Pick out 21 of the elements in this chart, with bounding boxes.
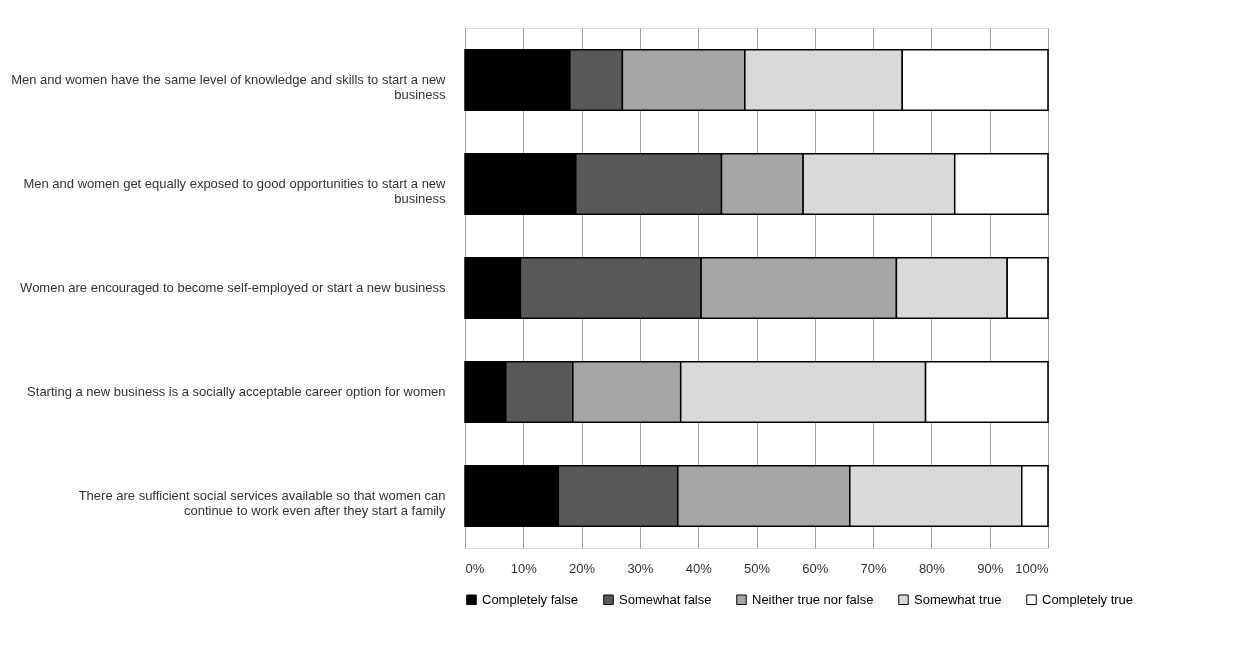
x-tick-label: 40% (685, 560, 713, 576)
x-tick-label: 60% (802, 560, 829, 576)
legend-label: Completely false (482, 591, 579, 607)
x-tick-label: 90% (977, 560, 1004, 576)
y-tick-label: Men and women get equally exposed to good opportunities to start a new business (23, 176, 447, 206)
x-tick-label: 100% (1015, 560, 1049, 576)
x-tick-label: 20% (569, 560, 596, 576)
x-tick-label: 10% (510, 560, 538, 576)
y-tick-label: Starting a new business is a socially acceptable career option for women (27, 384, 446, 399)
legend-label: Somewhat false (619, 591, 712, 607)
x-tick-label: 50% (743, 560, 771, 576)
y-tick-label: Women are encouraged to become self-employed or start a new business (20, 280, 446, 295)
x-tick-label: 30% (627, 560, 654, 576)
x-tick-label: 0% (465, 560, 485, 576)
x-tick-label: 80% (918, 560, 946, 576)
x-tick-label: 70% (860, 560, 888, 576)
legend-label: Completely true (1042, 591, 1134, 607)
y-tick-label: There are sufficient social services available so that women can continue to work even after they start a family (78, 488, 446, 518)
legend-label: Somewhat true (914, 591, 1002, 607)
legend-label: Neither true nor false (752, 591, 874, 607)
y-tick-label: Men and women have the same level of knowledge and skills to start a new business (11, 72, 447, 102)
